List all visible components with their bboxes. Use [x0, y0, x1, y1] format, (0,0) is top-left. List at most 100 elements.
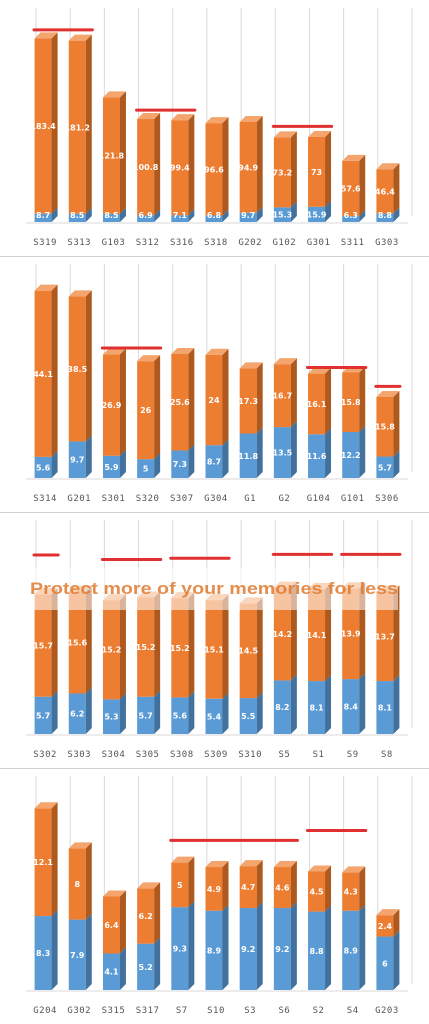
- bar-segment-upper: [34, 808, 52, 917]
- bar-G103: 8.5 121.8: [99, 91, 126, 222]
- bar-top: [205, 861, 229, 868]
- bar-S6: 9.2 4.6: [273, 861, 297, 990]
- data-label-upper: 17.3: [238, 397, 258, 406]
- panel-divider: [0, 256, 429, 257]
- tick-label: G203: [375, 1006, 399, 1016]
- bar-side-lower: [359, 426, 366, 478]
- bar-top: [68, 842, 92, 849]
- tick-label: S308: [170, 750, 194, 760]
- bar-side-upper: [154, 591, 161, 697]
- bar-segment-lower: [342, 910, 360, 990]
- data-label-lower: 5.6: [173, 712, 188, 721]
- bar-S307: 7.3 25.6: [170, 347, 195, 478]
- data-label-upper: 8: [74, 880, 80, 889]
- bar-segment-lower: [102, 699, 120, 734]
- bar-segment-lower: [171, 450, 189, 478]
- bar-top: [137, 882, 161, 889]
- data-label-upper: 99.4: [170, 164, 190, 173]
- bar-side-upper: [393, 909, 400, 937]
- data-label-lower: 6.3: [344, 211, 358, 220]
- bar-side-upper: [154, 113, 161, 216]
- bar-segment-lower: [137, 215, 155, 222]
- data-label-lower: 6: [382, 959, 388, 968]
- bar-side-upper: [85, 842, 92, 920]
- tick-label: S304: [102, 750, 126, 760]
- bar-side-lower: [393, 450, 400, 478]
- data-label-upper: 14.1: [307, 631, 327, 640]
- data-label-lower: 5.7: [378, 463, 392, 472]
- bar-side-upper: [85, 290, 92, 442]
- data-label-lower: 8.9: [207, 946, 222, 955]
- tick-label: S311: [341, 238, 365, 248]
- bar-segment-lower: [273, 680, 291, 734]
- tick-label: G102: [273, 238, 297, 248]
- bar-segment-upper: [171, 120, 189, 216]
- tick-label: G101: [341, 494, 365, 504]
- data-label-upper: 2.4: [378, 922, 393, 931]
- bar-segment-upper: [205, 600, 223, 699]
- bar-side-upper: [359, 366, 366, 433]
- bar-G102: 15.3 73.2: [272, 131, 297, 222]
- bar-segment-upper: [342, 160, 360, 216]
- bar-segment-lower: [308, 206, 326, 222]
- data-label-upper: 100.8: [133, 163, 159, 172]
- bar-S4: 8.9 4.3: [342, 866, 366, 990]
- bar-segment-lower: [239, 908, 257, 990]
- bar-segment-lower: [68, 919, 86, 990]
- bar-S306: 5.7 15.8: [375, 390, 400, 478]
- bar-side-lower: [256, 427, 263, 478]
- data-label-upper: 15.6: [67, 639, 87, 648]
- bar-S320: 5 26: [137, 355, 161, 478]
- tick-label: S306: [375, 494, 399, 504]
- bar-segment-upper: [34, 290, 52, 457]
- tick-label: G303: [375, 238, 399, 248]
- bar-top: [102, 890, 126, 897]
- tick-label: S320: [136, 494, 160, 504]
- bar-side-upper: [188, 114, 195, 216]
- tick-label: S1: [313, 750, 325, 760]
- tick-label: G304: [204, 494, 228, 504]
- stacked-bar-chart-1: 8.7 183.4 S319 8.5 181.2 S313 8.5 121.8 G103 6.9 1…: [26, 8, 413, 248]
- bar-segment-upper: [376, 915, 394, 937]
- bar-S316: 7.1 99.4: [170, 114, 195, 222]
- bar-segment-upper: [273, 137, 291, 208]
- bar-side-lower: [359, 904, 366, 990]
- bar-S304: 5.3 15.2: [102, 594, 126, 734]
- data-label-upper: 13.7: [375, 632, 395, 641]
- bar-side-lower: [154, 209, 161, 222]
- data-label-upper: 73: [311, 168, 322, 177]
- data-label-lower: 9.3: [173, 945, 187, 954]
- bar-segment-lower: [205, 698, 223, 734]
- bar-top: [342, 866, 366, 873]
- tick-label: S307: [170, 494, 194, 504]
- bar-top: [273, 358, 297, 365]
- bar-top: [68, 290, 92, 297]
- bar-segment-lower: [205, 445, 223, 478]
- bar-segment-upper: [137, 361, 155, 460]
- data-label-lower: 8.4: [344, 703, 359, 712]
- tick-label: S313: [67, 238, 91, 248]
- bar-side-lower: [85, 913, 92, 990]
- data-label-lower: 9.7: [70, 456, 84, 465]
- bar-side-lower: [290, 201, 297, 222]
- tick-label: S317: [136, 1006, 160, 1016]
- bar-segment-lower: [239, 212, 257, 222]
- tick-label: G202: [238, 238, 262, 248]
- data-label-upper: 73.2: [272, 168, 292, 177]
- bar-S312: 6.9 100.8: [133, 113, 161, 222]
- bar-segment-lower: [273, 427, 291, 478]
- tick-label: S9: [347, 750, 359, 760]
- bar-segment-lower: [68, 441, 86, 478]
- data-label-upper: 5: [177, 881, 183, 890]
- panel-divider: [0, 512, 429, 513]
- tick-label: S319: [33, 238, 57, 248]
- bar-top: [205, 348, 229, 355]
- data-label-lower: 5.9: [104, 463, 119, 472]
- bar-G303: 8.8 46.4: [375, 163, 400, 222]
- bar-S10: 8.9 4.9: [205, 861, 229, 990]
- data-label-lower: 11.6: [307, 452, 327, 461]
- tick-label: S5: [278, 750, 290, 760]
- bar-segment-upper: [308, 588, 326, 682]
- data-label-lower: 5.3: [104, 713, 118, 722]
- bar-segment-upper: [342, 372, 360, 433]
